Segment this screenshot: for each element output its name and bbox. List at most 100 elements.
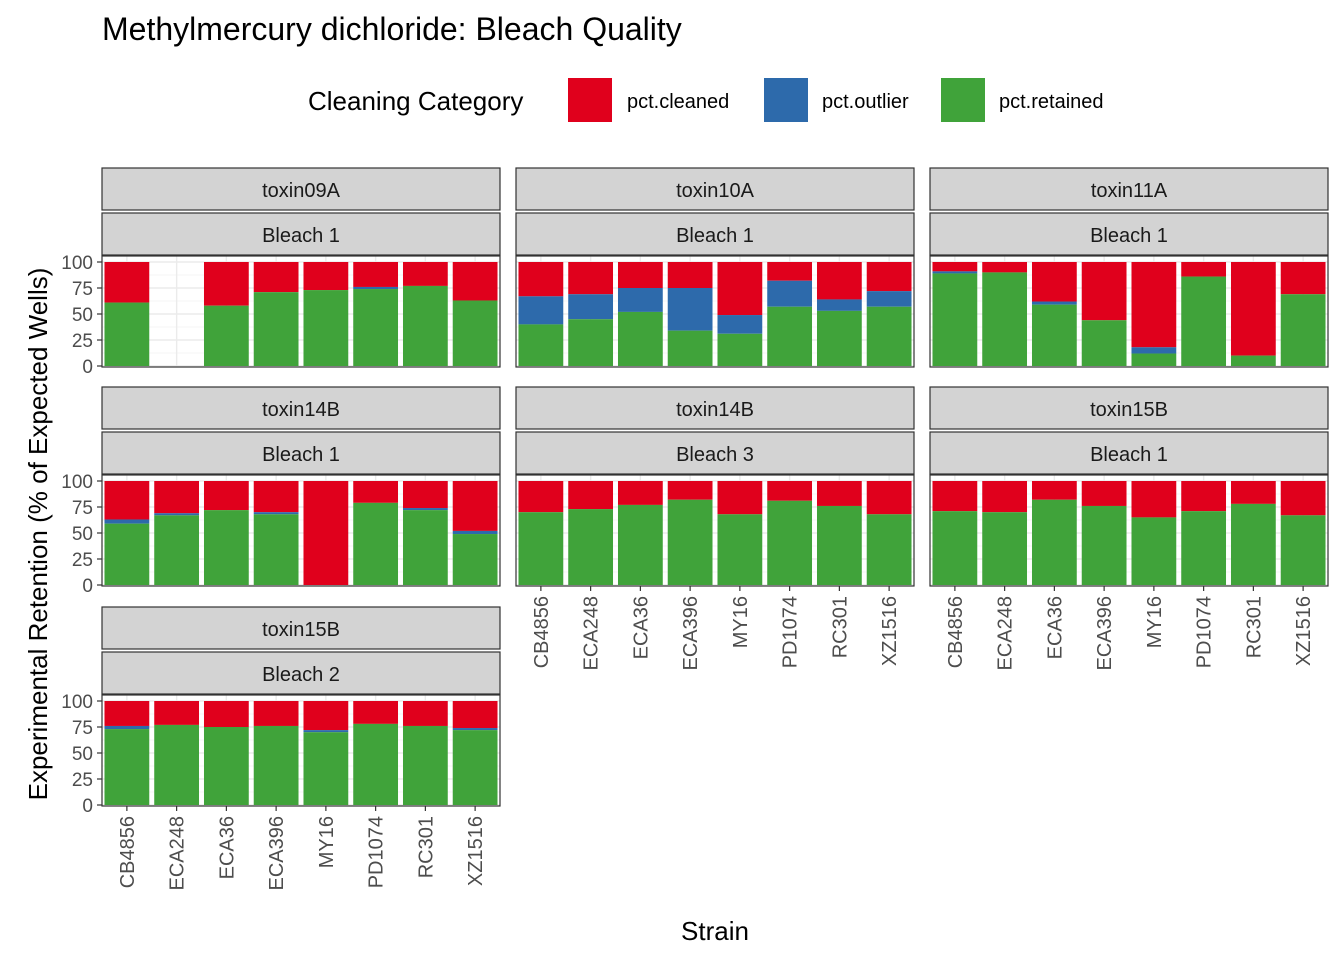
bar-segment-cleaned [816, 481, 862, 506]
strip-bleach-label: Bleach 1 [262, 444, 340, 466]
panel-border [929, 255, 1329, 368]
bar-segment-cleaned [866, 262, 912, 292]
bar-segment-retained [353, 502, 399, 585]
panel-border [515, 474, 915, 587]
bar-segment-cleaned [402, 262, 448, 286]
strip-toxin-label: toxin15B [262, 619, 340, 641]
bar-segment-outlier [253, 512, 299, 515]
bar-segment-retained [518, 324, 564, 366]
bar-segment-cleaned [303, 262, 349, 291]
bar-segment-cleaned [303, 481, 349, 585]
facet-panel: toxin15B Bleach 1 CB4856 ECA248 ECA36 ECA396 M… [929, 386, 1329, 671]
bar-segment-cleaned [1131, 262, 1177, 348]
x-tick-label: ECA36 [216, 816, 238, 879]
bar-segment-outlier [932, 271, 978, 274]
bar-segment-retained [1280, 515, 1326, 585]
bar-segment-cleaned [253, 481, 299, 513]
strip-bleach-label: Bleach 1 [1090, 444, 1168, 466]
y-tick-label: 25 [72, 550, 93, 571]
bar-segment-outlier [154, 513, 200, 516]
bar-segment-cleaned [717, 262, 763, 316]
panel-border [101, 255, 501, 368]
bar-segment-retained [402, 285, 448, 366]
bar-segment-cleaned [667, 481, 713, 500]
bar-segment-cleaned [353, 701, 399, 724]
bar-segment-cleaned [568, 262, 614, 295]
bar-segment-outlier [402, 508, 448, 511]
strip-toxin [515, 167, 915, 211]
bar-segment-outlier [816, 299, 862, 311]
bar-segment-retained [203, 510, 249, 585]
x-tick-label: ECA248 [581, 596, 603, 671]
x-tick-label: RC301 [1243, 596, 1265, 658]
bar-segment-retained [303, 290, 349, 366]
y-tick-label: 0 [82, 796, 93, 817]
bar-segment-cleaned [104, 481, 150, 520]
bar-segment-retained [568, 509, 614, 585]
bar-segment-retained [1230, 355, 1276, 366]
bar-segment-cleaned [1230, 481, 1276, 504]
x-tick-label: ECA396 [1094, 596, 1116, 671]
bar-segment-cleaned [1131, 481, 1177, 518]
bar-segment-retained [353, 723, 399, 805]
strip-bleach-label: Bleach 1 [1090, 225, 1168, 247]
bar-segment-cleaned [1280, 481, 1326, 516]
bar-segment-cleaned [1031, 481, 1077, 500]
strip-toxin [101, 386, 501, 430]
bar-segment-outlier [1031, 301, 1077, 305]
x-tick-label: PD1074 [780, 596, 802, 668]
bar-segment-cleaned [402, 701, 448, 726]
x-tick-label: MY16 [1144, 596, 1166, 648]
bar-segment-retained [1280, 294, 1326, 366]
bar-segment-retained [1230, 503, 1276, 585]
bar-segment-cleaned [1031, 262, 1077, 302]
strip-bleach [101, 651, 501, 695]
bar-segment-retained [253, 514, 299, 585]
chart-title: Methylmercury dichloride: Bleach Quality [102, 11, 682, 47]
bar-segment-cleaned [452, 481, 498, 531]
bar-segment-retained [932, 511, 978, 585]
legend-swatch-cleaned [568, 78, 612, 122]
bar-segment-outlier [667, 288, 713, 331]
bar-segment-outlier [452, 728, 498, 731]
bar-segment-retained [303, 732, 349, 805]
y-axis-title: Experimental Retention (% of Expected We… [23, 268, 53, 801]
x-tick-label: MY16 [730, 596, 752, 648]
legend-swatch-outlier [764, 78, 808, 122]
bar-segment-cleaned [104, 701, 150, 726]
bar-segment-cleaned [353, 481, 399, 503]
bar-segment-cleaned [767, 262, 813, 281]
y-tick-label: 50 [72, 744, 93, 765]
bar-segment-cleaned [767, 481, 813, 501]
x-tick-label: CB4856 [117, 816, 139, 888]
x-tick-label: CB4856 [945, 596, 967, 668]
legend-label-retained: pct.retained [999, 91, 1104, 113]
x-tick-label: PD1074 [366, 816, 388, 888]
bar-segment-retained [1081, 505, 1127, 585]
bar-segment-outlier [866, 291, 912, 307]
strip-toxin-label: toxin15B [1090, 399, 1168, 421]
y-tick-label: 25 [72, 770, 93, 791]
facet-panel: toxin11A Bleach 1 [929, 167, 1329, 368]
strip-bleach [101, 212, 501, 256]
y-tick-label: 0 [82, 357, 93, 378]
strip-bleach [515, 431, 915, 475]
bar-segment-retained [452, 534, 498, 585]
x-tick-label: RC301 [829, 596, 851, 658]
bar-segment-retained [518, 512, 564, 585]
facet-panel: toxin09A Bleach 1 0 25 50 75 100 [61, 167, 501, 378]
legend: Cleaning Category pct.cleaned pct.outlie… [308, 78, 1104, 122]
bar-segment-retained [866, 514, 912, 585]
y-tick-label: 75 [72, 498, 93, 519]
x-tick-label: PD1074 [1194, 596, 1216, 668]
bar-segment-retained [816, 310, 862, 366]
bar-segment-cleaned [518, 481, 564, 513]
bar-segment-cleaned [203, 262, 249, 306]
bar-segment-cleaned [353, 262, 399, 287]
bar-segment-retained [767, 500, 813, 585]
bar-segment-retained [104, 302, 150, 366]
bar-segment-retained [452, 300, 498, 366]
x-tick-label: ECA396 [680, 596, 702, 671]
bar-segment-outlier [617, 288, 663, 312]
